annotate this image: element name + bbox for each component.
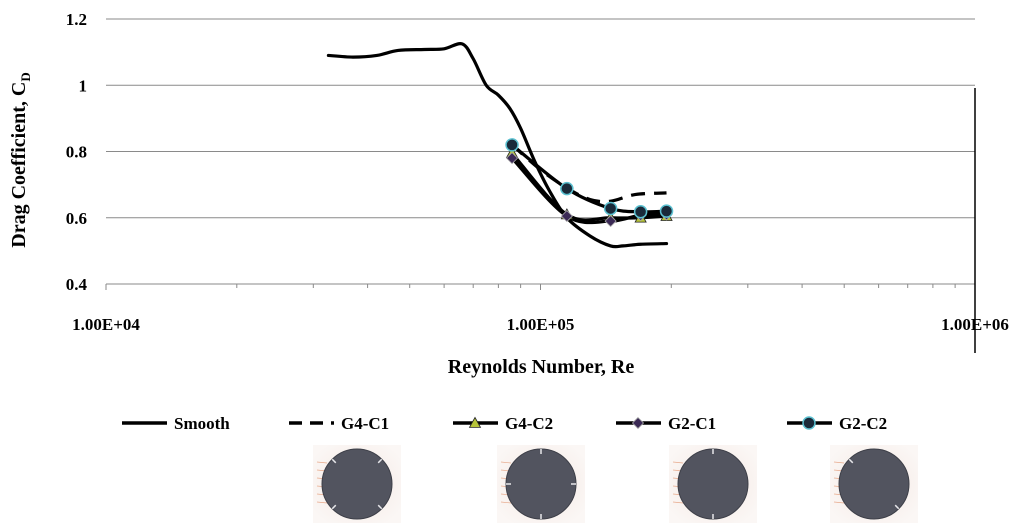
x-axis-title: Reynolds Number, Re [448, 356, 635, 378]
legend-marker-g2-c1 [631, 416, 645, 430]
data-point-g2-c1 [505, 152, 519, 165]
legend-label-g2-c2: G2-C2 [839, 414, 887, 433]
y-tick-label: 1.2 [66, 10, 87, 29]
y-axis-title-subscript: D [18, 72, 33, 81]
y-tick-labels: 0.4 0.6 0.8 1 1.2 [66, 10, 88, 294]
grid-lines [105, 18, 976, 290]
data-point-g2-c2 [659, 204, 674, 218]
y-axis-title-main: Drag Coefficient, C [8, 82, 30, 248]
data-point-g2-c2 [633, 205, 648, 219]
y-axis-title: Drag Coefficient, CD [8, 72, 33, 247]
series-lines [326, 41, 669, 249]
legend-label-g4-c1: G4-C1 [341, 414, 389, 433]
y-tick-label: 0.8 [66, 143, 87, 162]
x-tick-label: 1.00E+04 [72, 315, 140, 334]
data-point-g2-c1 [604, 214, 617, 228]
y-tick-label: 0.6 [66, 209, 87, 228]
y-tick-label: 0.4 [66, 275, 88, 294]
data-point-g2-c1 [560, 210, 573, 223]
series-line-smooth [326, 41, 669, 249]
data-point-g2-c2 [505, 138, 519, 152]
legend: Smooth G4-C1 G4-C2 G2-C1 G2-C2 [122, 414, 887, 433]
legend-marker-g2-c2 [802, 416, 816, 430]
x-tick-label: 1.00E+05 [507, 315, 575, 334]
legend-label-smooth: Smooth [174, 414, 230, 433]
cylinder-image-g4-c1 [313, 445, 401, 523]
cylinder-image-g2-c1 [669, 445, 757, 523]
series-markers [505, 138, 674, 228]
x-tick-labels: 1.00E+04 1.00E+05 1.00E+06 [72, 315, 1009, 334]
cylinder-image-g4-c2 [497, 445, 585, 523]
legend-images [313, 445, 918, 523]
legend-label-g2-c1: G2-C1 [668, 414, 716, 433]
series-line-g4-c1 [510, 143, 667, 204]
data-point-g2-c2 [560, 181, 574, 196]
series-line-g2-c2 [510, 143, 669, 214]
legend-marker-g4-c2 [468, 416, 482, 428]
cylinder-image-g2-c2 [830, 445, 918, 523]
legend-label-g4-c2: G4-C2 [505, 414, 553, 433]
y-tick-label: 1 [79, 76, 88, 95]
data-point-g2-c2 [603, 201, 618, 216]
